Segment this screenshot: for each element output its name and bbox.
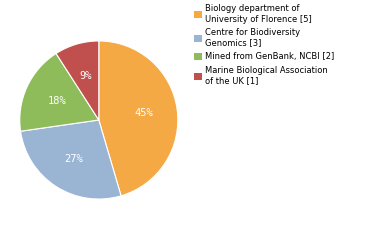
Wedge shape [56,41,99,120]
Wedge shape [20,54,99,131]
Text: 18%: 18% [48,96,66,106]
Wedge shape [99,41,178,196]
Text: 45%: 45% [135,108,154,119]
Legend: Biology department of
University of Florence [5], Centre for Biodiversity
Genomi: Biology department of University of Flor… [194,4,334,85]
Text: 9%: 9% [80,71,92,81]
Wedge shape [21,120,121,199]
Text: 27%: 27% [65,154,83,164]
